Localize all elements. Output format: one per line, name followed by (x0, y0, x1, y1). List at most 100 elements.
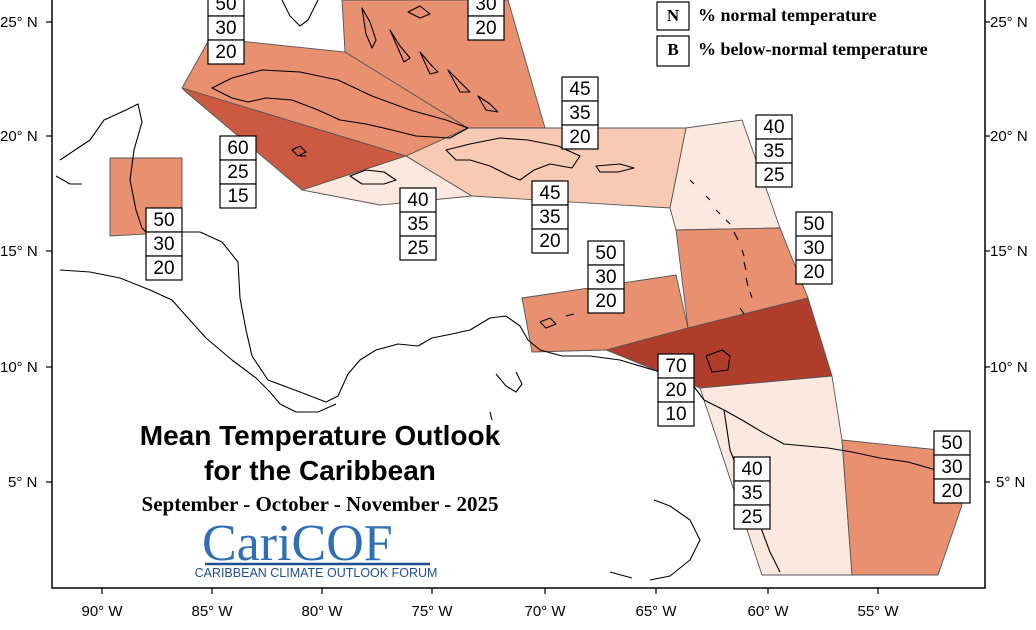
prob-value: 20 (153, 258, 174, 279)
lat-label-left-5: 5° N (8, 474, 37, 491)
legend-key-n-box (656, 1, 690, 31)
lat-label-right-10: 10° N (990, 359, 1028, 376)
lon-label-70: 70° W (524, 603, 566, 620)
lon-label-85: 85° W (191, 603, 233, 620)
lon-label-90: 90° W (81, 603, 123, 620)
prob-stack-jamaica: 40 35 25 (399, 187, 437, 261)
prob-value: 50 (803, 214, 824, 235)
prob-box (733, 480, 771, 506)
logo-tagline: CARIBBEAN CLIMATE OUTLOOK FORUM (195, 566, 438, 580)
prob-box (933, 454, 971, 480)
prob-value: 35 (407, 214, 428, 235)
prob-value: 50 (215, 0, 236, 15)
prob-value: 50 (941, 433, 962, 454)
prob-value: 30 (803, 238, 824, 259)
prob-box (587, 240, 625, 266)
prob-value: 70 (665, 356, 686, 377)
legend-key-b: B (667, 40, 678, 59)
prob-stack-suriname-french-guiana: 50 30 20 (933, 430, 971, 504)
prob-value: 20 (539, 231, 560, 252)
prob-stack-belize-yucatan: 50 30 20 (145, 207, 183, 281)
prob-box (755, 114, 793, 140)
lat-label-right-25: 25° N (990, 14, 1028, 31)
legend-desc-n: % normal temperature (698, 5, 877, 25)
logo-wordmark: CariCOF (202, 515, 393, 572)
prob-value: 20 (569, 127, 590, 148)
prob-stack-bahamas: 50 30 20 (207, 0, 245, 65)
lon-label-60: 60° W (747, 603, 789, 620)
prob-box (755, 138, 793, 164)
prob-value: 40 (763, 117, 784, 138)
prob-value: 60 (227, 138, 248, 159)
title-line-2: for the Caribbean (204, 455, 436, 486)
legend-key-n: N (667, 6, 680, 25)
prob-box (219, 135, 257, 161)
prob-box (145, 255, 183, 281)
prob-box (933, 478, 971, 504)
title-line-1: Mean Temperature Outlook (140, 420, 501, 451)
prob-value: 20 (665, 380, 686, 401)
prob-value: 30 (941, 457, 962, 478)
prob-value: 15 (227, 186, 248, 207)
prob-box (531, 204, 569, 230)
title-block: Mean Temperature Outlook for the Caribbe… (140, 420, 501, 516)
prob-stack-hispaniola-north: 45 35 20 (561, 76, 599, 150)
prob-box (399, 235, 437, 261)
prob-box (145, 207, 183, 233)
lon-label-80: 80° W (301, 603, 343, 620)
longitude-axis: 90° W 85° W 80° W 75° W 70° W 65° W 60° … (81, 588, 899, 620)
prob-box (657, 377, 695, 403)
prob-value: 20 (941, 481, 962, 502)
prob-stack-trinidad-tobago: 70 20 10 (657, 353, 695, 427)
prob-value: 20 (215, 42, 236, 63)
prob-value: 35 (741, 483, 762, 504)
prob-value: 20 (475, 18, 496, 39)
prob-box (587, 288, 625, 314)
prob-box (657, 401, 695, 427)
prob-value: 30 (215, 18, 236, 39)
legend-desc-b: % below-normal temperature (698, 39, 928, 59)
prob-value: 40 (741, 459, 762, 480)
lon-label-65: 65° W (635, 603, 677, 620)
lat-label-right-15: 15° N (990, 243, 1028, 260)
prob-box (561, 124, 599, 150)
lat-label-left-15: 15° N (0, 243, 38, 260)
prob-value: 25 (227, 162, 248, 183)
lon-label-75: 75° W (411, 603, 453, 620)
lat-label-left-10: 10° N (0, 359, 38, 376)
prob-box (933, 430, 971, 456)
prob-stack-abc-islands: 50 30 20 (587, 240, 625, 314)
prob-box (145, 231, 183, 257)
prob-value: 45 (569, 79, 590, 100)
prob-box (795, 259, 833, 285)
prob-stack-leeward-islands: 40 35 25 (755, 114, 793, 188)
prob-box (219, 183, 257, 209)
prob-value: 50 (153, 210, 174, 231)
prob-box (733, 504, 771, 530)
prob-box (399, 211, 437, 237)
prob-box (207, 39, 245, 65)
prob-stack-hispaniola-puerto-rico: 45 35 20 (531, 180, 569, 254)
prob-stack-guyana: 40 35 25 (733, 456, 771, 530)
prob-value: 20 (595, 291, 616, 312)
prob-value: 45 (539, 183, 560, 204)
prob-value: 35 (539, 207, 560, 228)
prob-value: 10 (665, 404, 686, 425)
prob-box (531, 228, 569, 254)
prob-stack-windward-islands: 50 30 20 (795, 211, 833, 285)
prob-stack-western-caribbean-cuba: 60 25 15 (219, 135, 257, 209)
prob-box (795, 211, 833, 237)
prob-value: 20 (803, 262, 824, 283)
prob-value: 30 (153, 234, 174, 255)
coastlines (55, 0, 951, 581)
lat-label-right-20: 20° N (990, 128, 1028, 145)
prob-value: 35 (763, 141, 784, 162)
lat-label-right-5: 5° N (996, 474, 1025, 491)
prob-value: 25 (407, 238, 428, 259)
zone-suriname-french-guiana (841, 439, 963, 576)
legend-key-b-box (656, 35, 690, 67)
lon-label-55: 55° W (857, 603, 899, 620)
title-period: September - October - November - 2025 (142, 492, 499, 516)
